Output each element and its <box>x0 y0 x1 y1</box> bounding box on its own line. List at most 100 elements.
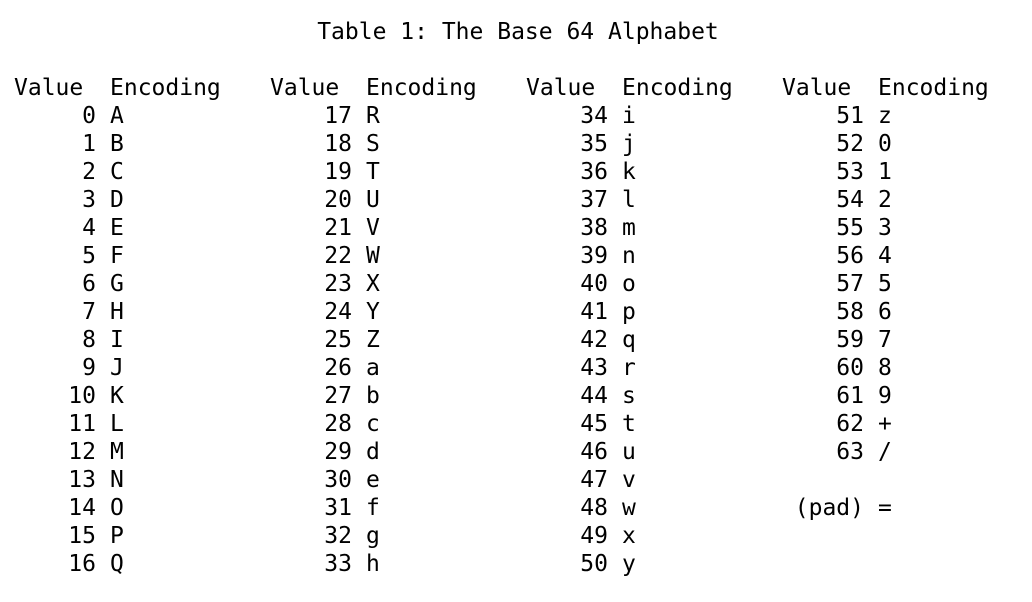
table-row: 40 o <box>526 270 733 298</box>
value-cell: 24 <box>324 299 352 325</box>
table-row: 60 8 <box>782 354 989 382</box>
value-cell: 51 <box>836 103 864 129</box>
value-cell: 21 <box>324 215 352 241</box>
encoding-cell: 6 <box>878 299 892 325</box>
cell-spacer <box>96 186 110 214</box>
encoding-cell: i <box>622 103 636 129</box>
table-row: 57 5 <box>782 270 989 298</box>
table-row: 36 k <box>526 158 733 186</box>
cell-spacer <box>352 410 366 438</box>
cell-spacer <box>864 270 878 298</box>
encoding-cell: 4 <box>878 243 892 269</box>
value-cell: 15 <box>68 523 96 549</box>
value-cell: 34 <box>580 103 608 129</box>
encoding-cell: 0 <box>878 131 892 157</box>
value-cell: 44 <box>580 383 608 409</box>
cell-spacer <box>352 214 366 242</box>
value-cell: 25 <box>324 327 352 353</box>
value-cell: 2 <box>82 159 96 185</box>
cell-spacer <box>96 242 110 270</box>
value-cell: 9 <box>82 355 96 381</box>
value-cell: 14 <box>68 495 96 521</box>
value-cell: 8 <box>82 327 96 353</box>
cell-spacer <box>352 438 366 466</box>
cell-spacer <box>352 522 366 550</box>
cell-spacer <box>352 382 366 410</box>
table-row: 22 W <box>270 242 477 270</box>
cell-spacer <box>608 354 622 382</box>
cell-spacer <box>96 382 110 410</box>
table-row: 12 M <box>14 438 221 466</box>
cell-spacer <box>864 130 878 158</box>
cell-spacer <box>864 382 878 410</box>
encoding-cell: z <box>878 103 892 129</box>
value-header: Value <box>14 75 84 101</box>
encoding-cell: I <box>110 327 124 353</box>
table-row <box>782 466 989 494</box>
value-cell: 22 <box>324 243 352 269</box>
table-column-4: Value Encoding 51 z 52 0 53 1 54 2 55 3 56 4 57 5 58 6 59… <box>782 74 989 522</box>
cell-spacer <box>352 550 366 578</box>
encoding-cell: 1 <box>878 159 892 185</box>
encoding-cell: x <box>622 523 636 549</box>
cell-spacer <box>864 102 878 130</box>
encoding-header: Encoding <box>878 75 989 101</box>
value-cell: 31 <box>324 495 352 521</box>
table-row: 62 + <box>782 410 989 438</box>
table-row: 34 i <box>526 102 733 130</box>
table-row: 58 6 <box>782 298 989 326</box>
value-cell: 60 <box>836 355 864 381</box>
cell-spacer <box>608 438 622 466</box>
table-row: 25 Z <box>270 326 477 354</box>
encoding-cell: N <box>110 467 124 493</box>
cell-spacer <box>352 186 366 214</box>
cell-spacer <box>864 298 878 326</box>
table-row: 23 X <box>270 270 477 298</box>
encoding-cell: V <box>366 215 380 241</box>
table-row: 32 g <box>270 522 477 550</box>
encoding-cell: 7 <box>878 327 892 353</box>
encoding-cell: h <box>366 551 380 577</box>
value-cell: 42 <box>580 327 608 353</box>
value-header: Value <box>526 75 596 101</box>
encoding-cell: U <box>366 187 380 213</box>
value-cell: 32 <box>324 523 352 549</box>
encoding-cell: v <box>622 467 636 493</box>
encoding-cell: q <box>622 327 636 353</box>
encoding-cell: H <box>110 299 124 325</box>
cell-spacer <box>608 466 622 494</box>
column-header: Value Encoding <box>270 74 477 102</box>
value-cell: 7 <box>82 299 96 325</box>
encoding-cell: M <box>110 439 124 465</box>
value-cell: 33 <box>324 551 352 577</box>
cell-spacer <box>864 242 878 270</box>
cell-spacer <box>608 410 622 438</box>
encoding-cell: F <box>110 243 124 269</box>
cell-spacer <box>608 102 622 130</box>
cell-spacer <box>96 298 110 326</box>
cell-spacer <box>352 158 366 186</box>
encoding-cell: a <box>366 355 380 381</box>
cell-spacer <box>96 494 110 522</box>
table-row: 52 0 <box>782 130 989 158</box>
table-row: 28 c <box>270 410 477 438</box>
value-cell: 54 <box>836 187 864 213</box>
value-cell: 6 <box>82 271 96 297</box>
cell-spacer <box>96 214 110 242</box>
table-row: (pad) = <box>782 494 989 522</box>
encoding-cell: y <box>622 551 636 577</box>
encoding-cell: 5 <box>878 271 892 297</box>
cell-spacer <box>608 550 622 578</box>
table-row: 59 7 <box>782 326 989 354</box>
cell-spacer <box>608 298 622 326</box>
cell-spacer <box>352 242 366 270</box>
encoding-cell: s <box>622 383 636 409</box>
cell-spacer <box>96 522 110 550</box>
cell-spacer <box>864 466 878 494</box>
encoding-cell: Z <box>366 327 380 353</box>
